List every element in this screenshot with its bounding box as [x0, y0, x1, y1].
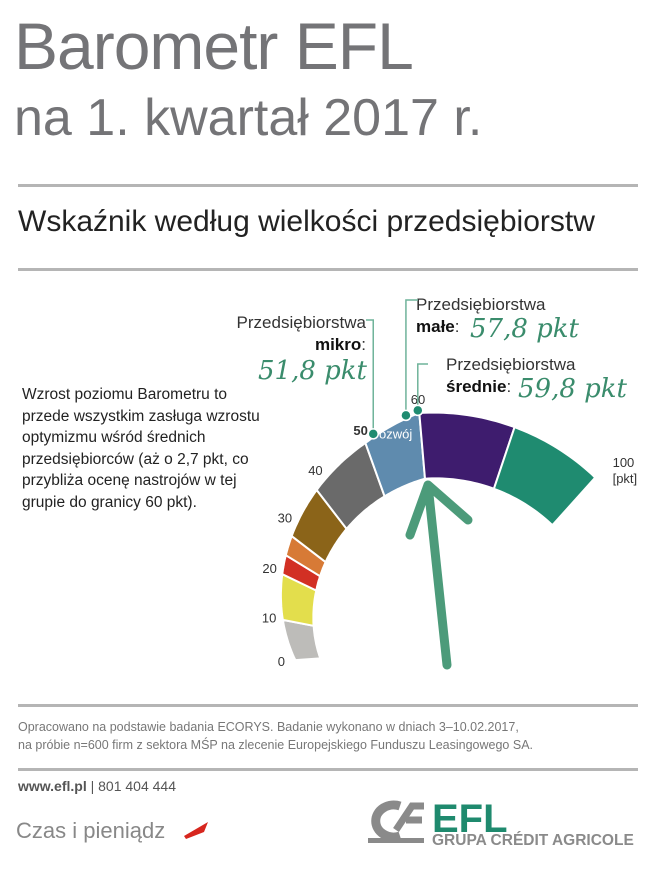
tick-label: 50 [353, 423, 367, 438]
efl-logo: EFL [432, 797, 508, 841]
website-link[interactable]: www.efl.pl [18, 778, 87, 794]
tick-label: 20 [262, 561, 276, 576]
arrow-icon [405, 480, 473, 670]
marker-srednie [412, 404, 424, 417]
value-male: 57,8 pkt [470, 314, 580, 344]
credit-agricole-logo-icon [368, 800, 424, 843]
unit-label: [pkt] [613, 471, 638, 486]
slogan: Czas i pieniądz [16, 818, 166, 843]
tick-label: 100 [613, 455, 635, 470]
marker-male [400, 409, 412, 422]
page-subtitle: na 1. kwartał 2017 r. [14, 89, 483, 147]
segment-label: rozwój [375, 427, 413, 442]
tick-label: 10 [262, 610, 276, 625]
group-name: GRUPA CRÉDIT AGRICOLE [432, 832, 634, 849]
tick-label: 0 [278, 654, 285, 669]
tick-label: 30 [278, 511, 292, 526]
value-srednie: 59,8 pkt [518, 374, 628, 404]
divider [18, 268, 638, 271]
description: Wzrost poziomu Barometru to przede wszys… [22, 386, 260, 511]
value-mikro: 51,8 pkt [258, 356, 368, 386]
gauge-segment [281, 618, 322, 662]
label-male: Przedsiębiorstwa małe: [416, 295, 546, 336]
divider [18, 768, 638, 771]
contact: www.efl.pl | 801 404 444 [18, 778, 176, 794]
page-title: Barometr EFL [14, 9, 414, 83]
gauge-segment [492, 425, 597, 527]
source-note: Opracowano na podstawie badania ECORYS. … [18, 720, 534, 752]
label-mikro: Przedsiębiorstwa mikro: [236, 313, 366, 354]
marker-leader [417, 363, 428, 411]
divider [18, 184, 638, 187]
marker-leader [405, 299, 418, 416]
tick-label: 40 [308, 463, 322, 478]
marker-leader [366, 319, 374, 434]
marker-mikro [367, 428, 379, 440]
section-title: Wskaźnik według wielkości przedsiębiorst… [18, 205, 595, 238]
label-srednie: Przedsiębiorstwa średnie: [446, 355, 576, 396]
divider [18, 704, 638, 707]
red-stroke-icon [184, 822, 208, 839]
